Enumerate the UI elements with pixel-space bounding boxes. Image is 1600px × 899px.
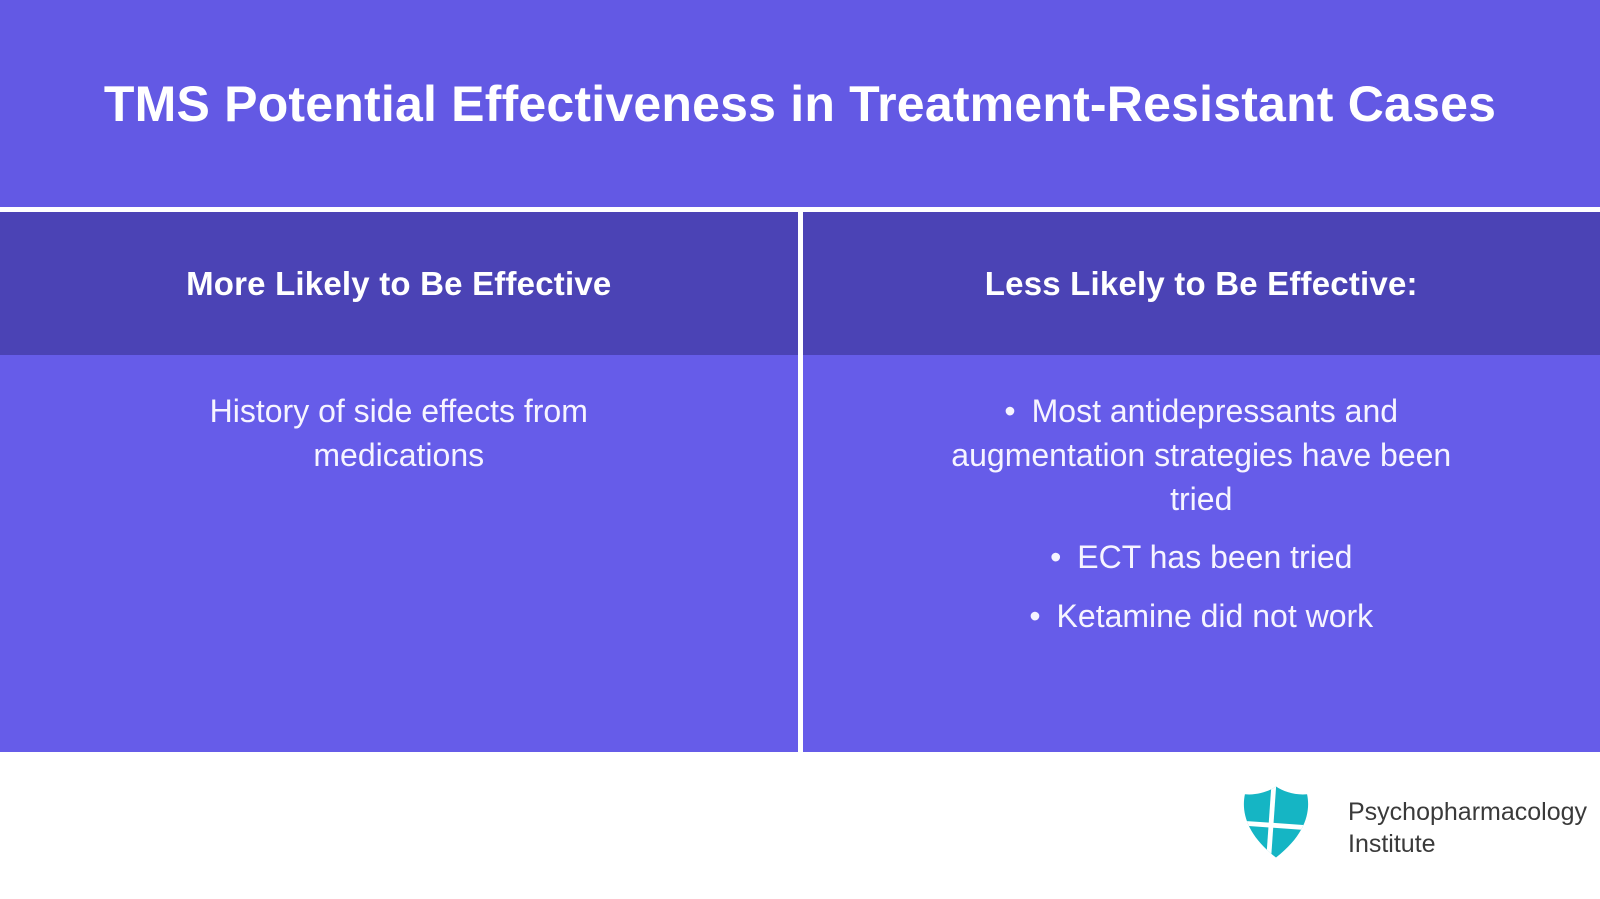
title-divider [0,207,1600,212]
footer-brand-line2: Institute [1348,830,1436,858]
list-item: • Most antidepressants and augmentation s… [951,389,1451,521]
column-body-more-likely: History of side effects from medications [0,355,798,752]
comparison-table: More Likely to Be Effective History of s… [0,212,1600,752]
column-header-less-likely-label: Less Likely to Be Effective: [984,264,1418,302]
bullet-icon: • [1004,393,1016,429]
list-item: • Ketamine did not work [1029,594,1373,638]
column-body-less-likely: • Most antidepressants and augmentation s… [802,355,1600,752]
list-item: • ECT has been tried [1050,535,1352,579]
column-header-less-likely: Less Likely to Be Effective: [802,212,1600,355]
list-item-text: History of side effects from medications [209,393,588,474]
column-more-likely: More Likely to Be Effective History of s… [0,212,798,752]
list-item-text: Ketamine did not work [1056,597,1374,634]
column-header-more-likely-label: More Likely to Be Effective [186,264,612,302]
slide-title: TMS Potential Effectiveness in Treatment… [103,75,1497,132]
column-less-likely: Less Likely to Be Effective: • Most antid… [802,212,1600,752]
shield-logo-icon [1243,786,1309,858]
list-item-text: Most antidepressants and augmentation st… [951,393,1452,518]
column-header-more-likely: More Likely to Be Effective [0,212,798,355]
list-item: History of side effects from medications [164,389,634,477]
title-banner: TMS Potential Effectiveness in Treatment… [0,0,1600,207]
bullet-icon: • [1029,597,1041,634]
column-divider [797,212,803,752]
footer-brand-text: Psychopharmacology Institute [1348,796,1587,860]
bullet-icon: • [1050,539,1062,576]
footer-brand-line1: Psychopharmacology [1348,798,1588,826]
list-item-text: ECT has been tried [1077,539,1353,576]
footer: Psychopharmacology Institute [0,752,1600,899]
